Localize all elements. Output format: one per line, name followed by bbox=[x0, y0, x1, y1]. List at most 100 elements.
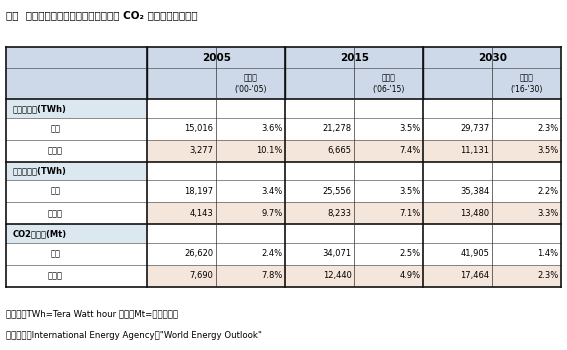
Bar bbox=[6, 224, 147, 243]
Text: CO2排出量(Mt): CO2排出量(Mt) bbox=[12, 229, 67, 238]
Bar bbox=[354, 243, 424, 265]
Text: 9.7%: 9.7% bbox=[261, 209, 282, 218]
Text: 29,737: 29,737 bbox=[460, 124, 489, 133]
Bar bbox=[492, 162, 561, 180]
Text: 35,384: 35,384 bbox=[460, 187, 489, 196]
Bar bbox=[492, 224, 561, 243]
Bar bbox=[354, 68, 424, 99]
Text: 7,690: 7,690 bbox=[189, 271, 214, 280]
Text: 図表  世界・アジアの電気需給量および CO₂ 排出量（見込み）: 図表 世界・アジアの電気需給量および CO₂ 排出量（見込み） bbox=[6, 10, 197, 21]
Bar bbox=[424, 243, 492, 265]
Bar bbox=[285, 180, 354, 202]
Text: 3.5%: 3.5% bbox=[399, 187, 421, 196]
Text: 13,480: 13,480 bbox=[460, 209, 489, 218]
Text: 21,278: 21,278 bbox=[323, 124, 352, 133]
Text: 2.3%: 2.3% bbox=[538, 271, 558, 280]
Text: 3,277: 3,277 bbox=[189, 146, 214, 155]
Bar bbox=[147, 162, 217, 180]
Bar bbox=[492, 118, 561, 140]
Bar bbox=[354, 202, 424, 224]
Bar bbox=[285, 265, 354, 287]
Text: 4,143: 4,143 bbox=[190, 209, 214, 218]
Bar bbox=[354, 99, 424, 118]
Bar bbox=[285, 68, 354, 99]
Text: 世界: 世界 bbox=[50, 249, 60, 258]
Text: 世界: 世界 bbox=[50, 124, 60, 133]
Text: 3.4%: 3.4% bbox=[261, 187, 282, 196]
Text: 電気需要量(TWh): 電気需要量(TWh) bbox=[12, 104, 67, 113]
Bar bbox=[492, 265, 561, 287]
Text: 1.4%: 1.4% bbox=[538, 249, 558, 258]
Bar bbox=[492, 47, 561, 68]
Bar bbox=[147, 224, 217, 243]
Bar bbox=[285, 224, 354, 243]
Text: 3.3%: 3.3% bbox=[537, 209, 558, 218]
Text: 15,016: 15,016 bbox=[184, 124, 214, 133]
Text: 10.1%: 10.1% bbox=[256, 146, 282, 155]
Text: 2.4%: 2.4% bbox=[261, 249, 282, 258]
Bar bbox=[217, 180, 285, 202]
Bar bbox=[6, 243, 147, 265]
Bar bbox=[217, 224, 285, 243]
Bar bbox=[424, 99, 492, 118]
Text: アジア: アジア bbox=[48, 209, 63, 218]
Bar bbox=[424, 180, 492, 202]
Bar bbox=[147, 180, 217, 202]
Bar bbox=[6, 68, 147, 99]
Bar bbox=[354, 118, 424, 140]
Text: 34,071: 34,071 bbox=[323, 249, 352, 258]
Bar bbox=[424, 68, 492, 99]
Bar bbox=[217, 140, 285, 162]
Bar bbox=[424, 224, 492, 243]
Text: 3.5%: 3.5% bbox=[538, 146, 558, 155]
Bar bbox=[354, 224, 424, 243]
Bar bbox=[492, 243, 561, 265]
Text: 増加率
('06-'15): 増加率 ('06-'15) bbox=[373, 74, 405, 94]
Text: 世界: 世界 bbox=[50, 187, 60, 196]
Bar bbox=[147, 140, 217, 162]
Bar bbox=[285, 118, 354, 140]
Bar bbox=[217, 99, 285, 118]
Text: 8,233: 8,233 bbox=[328, 209, 352, 218]
Text: 18,197: 18,197 bbox=[184, 187, 214, 196]
Bar bbox=[217, 202, 285, 224]
Text: （出所）　International Energy Agency、"World Energy Outlook": （出所） International Energy Agency、"World … bbox=[6, 331, 261, 340]
Bar bbox=[492, 99, 561, 118]
Text: 2005: 2005 bbox=[202, 52, 231, 63]
Bar bbox=[354, 47, 424, 68]
Bar bbox=[492, 180, 561, 202]
Text: 17,464: 17,464 bbox=[460, 271, 489, 280]
Text: 増加率
('16-'30): 増加率 ('16-'30) bbox=[511, 74, 543, 94]
Bar bbox=[147, 99, 217, 118]
Text: 2.2%: 2.2% bbox=[538, 187, 558, 196]
Bar bbox=[217, 265, 285, 287]
Bar bbox=[217, 162, 285, 180]
Text: 増加率
('00-'05): 増加率 ('00-'05) bbox=[235, 74, 267, 94]
Bar bbox=[424, 162, 492, 180]
Bar bbox=[6, 180, 147, 202]
Bar bbox=[147, 47, 217, 68]
Bar bbox=[6, 162, 147, 180]
Text: 26,620: 26,620 bbox=[184, 249, 214, 258]
Bar bbox=[285, 47, 354, 68]
Text: 7.1%: 7.1% bbox=[399, 209, 421, 218]
Text: （注）　TWh=Tera Watt hour の略、Mt=百万トン。: （注） TWh=Tera Watt hour の略、Mt=百万トン。 bbox=[6, 310, 177, 319]
Bar bbox=[147, 243, 217, 265]
Text: 2030: 2030 bbox=[478, 52, 507, 63]
Text: アジア: アジア bbox=[48, 271, 63, 280]
Text: 2015: 2015 bbox=[340, 52, 369, 63]
Text: 4.9%: 4.9% bbox=[399, 271, 421, 280]
Bar bbox=[424, 118, 492, 140]
Bar bbox=[424, 265, 492, 287]
Bar bbox=[6, 47, 147, 68]
Text: 2.5%: 2.5% bbox=[399, 249, 421, 258]
Bar bbox=[424, 140, 492, 162]
Bar bbox=[6, 118, 147, 140]
Bar bbox=[492, 202, 561, 224]
Bar bbox=[285, 243, 354, 265]
Bar bbox=[147, 202, 217, 224]
Bar bbox=[354, 180, 424, 202]
Bar bbox=[285, 99, 354, 118]
Bar bbox=[217, 68, 285, 99]
Text: 7.4%: 7.4% bbox=[399, 146, 421, 155]
